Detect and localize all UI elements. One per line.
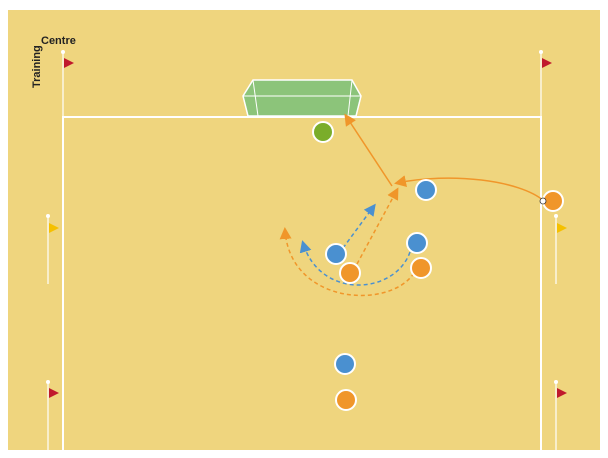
drill-diagram: Training Centre bbox=[0, 0, 608, 458]
logo-training: Training bbox=[31, 45, 43, 88]
ball bbox=[540, 198, 546, 204]
goal bbox=[243, 80, 361, 116]
logo-centre: Centre bbox=[41, 35, 76, 47]
pitch bbox=[8, 10, 600, 450]
